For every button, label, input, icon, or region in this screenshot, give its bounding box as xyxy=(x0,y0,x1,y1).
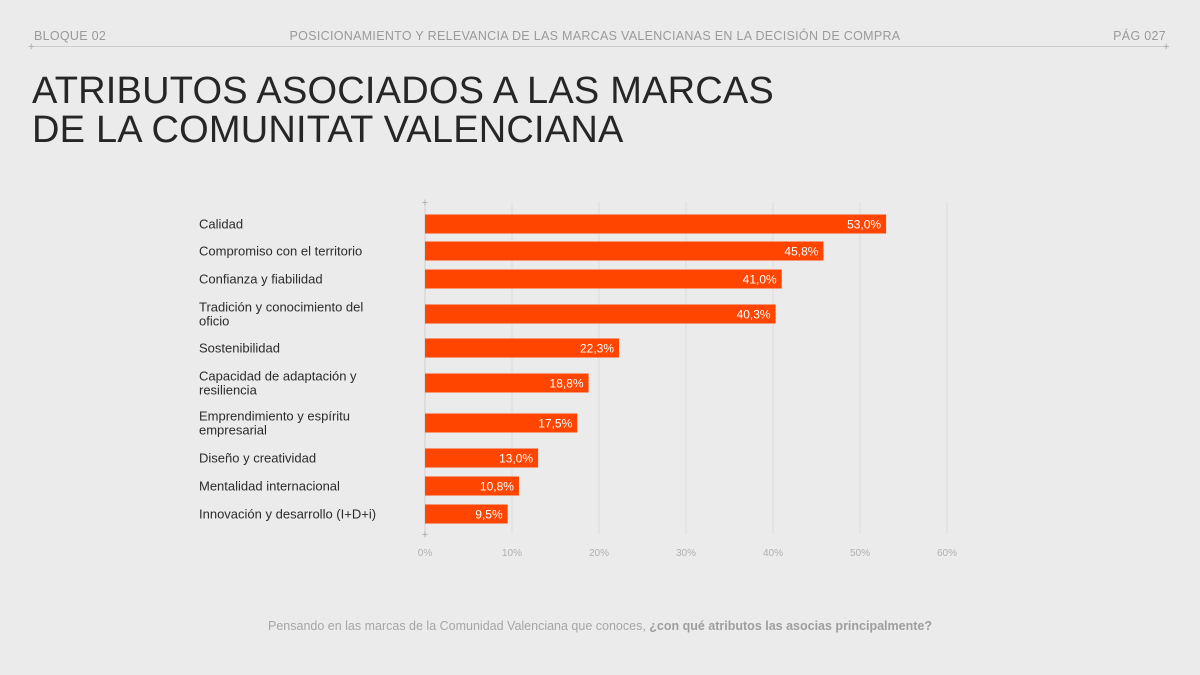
category-label-line: resiliencia xyxy=(199,383,258,398)
bar xyxy=(425,504,508,524)
bar xyxy=(425,304,776,324)
category-label-line: Diseño y creatividad xyxy=(199,451,316,466)
x-tick-label: 60% xyxy=(937,548,957,559)
bar-value-label: 45,8% xyxy=(784,245,818,259)
bar-value-label: 22,3% xyxy=(580,342,614,356)
bar-value-label: 17,5% xyxy=(538,417,572,431)
bar xyxy=(425,413,578,433)
category-label-line: empresarial xyxy=(199,423,267,438)
category-label: Compromiso con el territorio xyxy=(199,244,362,259)
x-tick-label: 40% xyxy=(763,548,783,559)
question-footnote: Pensando en las marcas de la Comunidad V… xyxy=(0,619,1200,633)
header-divider xyxy=(32,46,1168,47)
category-label-line: Confianza y fiabilidad xyxy=(199,272,323,287)
bar-value-label: 40,3% xyxy=(737,308,771,322)
category-label-line: Tradición y conocimiento del xyxy=(199,300,363,315)
category-label-line: Mentalidad internacional xyxy=(199,479,340,494)
category-label: Tradición y conocimiento del oficio xyxy=(199,300,363,329)
category-label: Sostenibilidad xyxy=(199,341,280,356)
x-tick-label: 20% xyxy=(589,548,609,559)
category-label-line: Capacidad de adaptación y xyxy=(199,369,357,384)
section-label: BLOQUE 02 xyxy=(34,29,107,43)
axis-corner-mark: + xyxy=(422,197,428,209)
bar xyxy=(425,448,539,468)
x-tick-label: 10% xyxy=(502,548,522,559)
bar xyxy=(425,373,589,393)
bar-value-label: 9,5% xyxy=(475,508,503,522)
bar-value-label: 18,8% xyxy=(550,377,584,391)
corner-mark-right: + xyxy=(1163,41,1170,53)
category-label-line: Calidad xyxy=(199,217,243,232)
category-label-line: Innovación y desarrollo (I+D+i) xyxy=(199,507,376,522)
x-tick-label: 30% xyxy=(676,548,696,559)
bar xyxy=(425,214,887,234)
bar xyxy=(425,269,782,289)
page-title-line-1: ATRIBUTOS ASOCIADOS A LAS MARCAS xyxy=(32,70,774,112)
footnote-plain: Pensando en las marcas de la Comunidad V… xyxy=(268,619,650,633)
bar xyxy=(425,476,519,496)
category-label: Calidad xyxy=(199,217,243,232)
corner-mark-left: + xyxy=(28,41,35,53)
bar-value-label: 53,0% xyxy=(847,218,881,232)
category-label: Diseño y creatividad xyxy=(199,451,316,466)
category-label: Mentalidad internacional xyxy=(199,479,340,494)
x-tick-label: 50% xyxy=(850,548,870,559)
axis-corner-mark: + xyxy=(422,529,428,541)
category-label: Innovación y desarrollo (I+D+i) xyxy=(199,507,376,522)
report-subtitle: POSICIONAMIENTO Y RELEVANCIA DE LAS MARC… xyxy=(289,29,901,43)
category-label: Emprendimiento y espíritu empresarial xyxy=(199,409,350,438)
category-label-line: oficio xyxy=(199,314,229,329)
category-label-line: Emprendimiento y espíritu xyxy=(199,409,350,424)
bar-value-label: 41,0% xyxy=(743,273,777,287)
x-tick-label: 0% xyxy=(418,548,433,559)
category-label: Confianza y fiabilidad xyxy=(199,272,323,287)
bar xyxy=(425,338,620,358)
page-title-line-2: DE LA COMUNITAT VALENCIANA xyxy=(32,109,624,151)
page-title: ATRIBUTOS ASOCIADOS A LAS MARCAS DE LA C… xyxy=(32,72,774,150)
footnote-bold: ¿con qué atributos las asocias principal… xyxy=(649,619,932,633)
bar-value-label: 10,8% xyxy=(480,480,514,494)
bar-value-label: 13,0% xyxy=(499,452,533,466)
category-label-line: Compromiso con el territorio xyxy=(199,244,362,259)
category-label: Capacidad de adaptación y resiliencia xyxy=(199,369,357,398)
category-label-line: Sostenibilidad xyxy=(199,341,280,356)
bar xyxy=(425,241,824,261)
page-number: PÁG 027 xyxy=(1113,29,1166,43)
